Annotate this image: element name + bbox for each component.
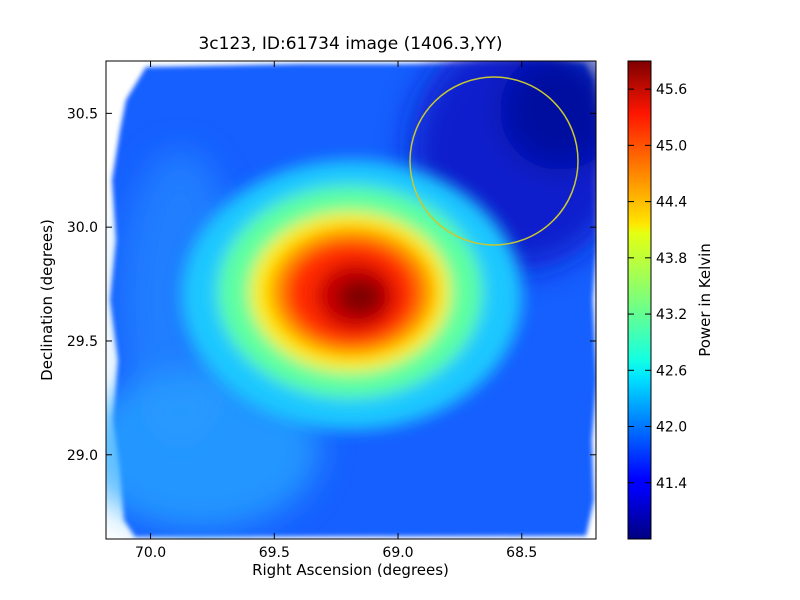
source-emission — [182, 160, 522, 430]
colorbar-tick-label: 45.0 — [656, 138, 687, 154]
y-axis-label: Declination (degrees) — [38, 219, 56, 381]
x-tick-label: 69.0 — [382, 545, 413, 561]
y-tick-label: 30.0 — [67, 220, 98, 236]
y-tick-label: 29.0 — [67, 448, 98, 464]
y-tick-label: 29.5 — [67, 334, 98, 350]
colorbar-tick-label: 43.8 — [656, 251, 687, 267]
colorbar-label: Power in Kelvin — [696, 243, 714, 357]
colorbar-tick-label: 44.4 — [656, 195, 687, 211]
plot-frame — [105, 60, 597, 540]
colorbar-tick-label: 41.4 — [656, 476, 687, 492]
y-axis: 29.0 29.5 30.0 30.5 — [67, 106, 596, 464]
x-tick-label: 68.5 — [506, 545, 537, 561]
x-axis: 70.0 69.5 69.0 68.5 — [135, 61, 537, 561]
source-peak — [338, 279, 382, 315]
region-circle-marker — [409, 76, 579, 246]
chart-title: 3c123, ID:61734 image (1406.3,YY) — [198, 34, 503, 54]
colorbar-tick-label: 45.6 — [656, 82, 687, 98]
colorbar — [627, 60, 652, 540]
x-axis-label: Right Ascension (degrees) — [252, 561, 449, 579]
y-tick-label: 30.5 — [67, 106, 98, 122]
lowest-power-region — [500, 61, 596, 170]
colorbar-tick-label: 42.0 — [656, 420, 687, 436]
x-tick-label: 70.0 — [135, 545, 166, 561]
colorbar-axis: 41.4 42.0 42.6 43.2 43.8 44.4 45.0 45.6 — [628, 82, 687, 492]
x-tick-label: 69.5 — [259, 545, 290, 561]
heatmap-image — [106, 61, 596, 539]
colorbar-tick-label: 43.2 — [656, 307, 687, 323]
colorbar-tick-label: 42.6 — [656, 363, 687, 379]
